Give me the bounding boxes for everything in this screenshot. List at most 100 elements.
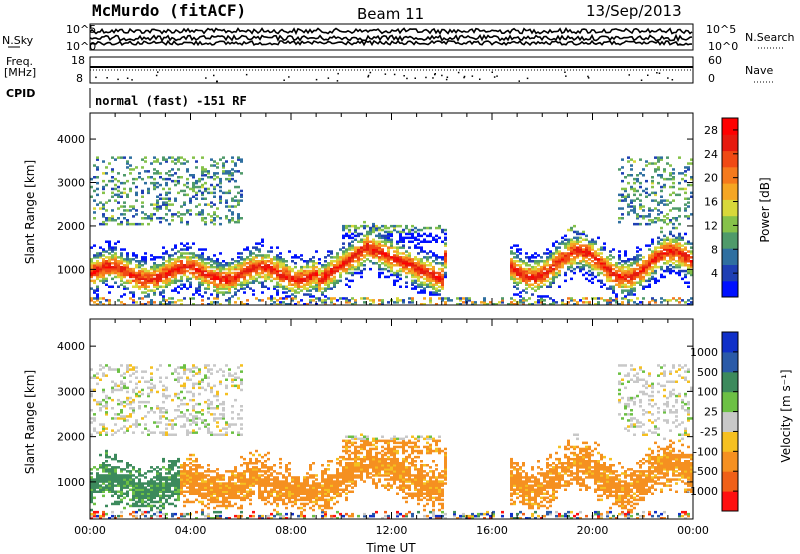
power-cell — [582, 256, 585, 259]
power-cell — [660, 195, 663, 198]
velocity-cell — [213, 482, 216, 485]
power-cell — [150, 273, 153, 277]
power-cell — [363, 220, 366, 224]
velocity-cell — [198, 368, 201, 371]
power-cell — [312, 256, 315, 259]
velocity-cell — [165, 468, 168, 471]
power-cell — [243, 269, 246, 273]
power-cell — [114, 265, 117, 269]
power-cell — [525, 281, 528, 284]
power-cell — [606, 303, 609, 305]
velocity-cell — [108, 455, 111, 459]
power-cell — [168, 170, 171, 173]
velocity-cell — [183, 464, 186, 467]
power-cell — [228, 209, 231, 212]
velocity-cell — [165, 482, 168, 485]
power-cell — [639, 301, 642, 304]
power-cell — [333, 267, 336, 271]
power-cell — [651, 297, 654, 300]
power-cell — [345, 250, 348, 253]
power-cell — [162, 273, 165, 277]
power-cell — [597, 301, 600, 304]
power-cell — [111, 258, 114, 261]
power-cell — [594, 297, 597, 300]
power-cell — [573, 299, 576, 302]
power-cell — [138, 271, 141, 275]
velocity-cell — [111, 478, 114, 481]
power-cell — [660, 301, 663, 304]
velocity-cell — [147, 470, 150, 473]
power-cell — [180, 252, 183, 255]
velocity-cell — [120, 474, 123, 477]
power-cell — [399, 269, 402, 273]
velocity-cell — [144, 492, 147, 495]
velocity-cell — [162, 502, 165, 506]
power-cell — [321, 271, 324, 275]
velocity-cell — [189, 431, 192, 434]
power-cell — [516, 277, 519, 281]
power-cell — [183, 203, 186, 206]
velocity-cell — [162, 392, 165, 396]
power-cell — [369, 267, 372, 271]
power-cell — [186, 211, 189, 214]
power-cell — [369, 232, 372, 236]
power-cell — [417, 260, 420, 263]
power-cell — [621, 289, 624, 292]
power-cell — [174, 273, 177, 277]
velocity-cell — [96, 376, 99, 379]
velocity-cell — [138, 504, 141, 508]
velocity-cell — [162, 490, 165, 493]
power-cell — [687, 258, 690, 261]
power-cell — [282, 287, 285, 290]
power-cell — [171, 168, 174, 171]
power-cell — [543, 260, 546, 263]
freq-dropout-mark — [457, 71, 460, 74]
velocity-cell — [168, 394, 171, 398]
power-cell — [612, 287, 615, 290]
power-cell — [534, 256, 537, 259]
power-cell — [285, 265, 288, 269]
power-cell — [387, 226, 390, 230]
power-cell — [120, 213, 123, 216]
velocity-cell — [93, 482, 96, 485]
velocity-cell — [177, 409, 180, 412]
power-cell — [624, 197, 627, 200]
power-cell — [192, 297, 195, 300]
power-cell — [219, 285, 222, 288]
power-cell — [258, 248, 261, 251]
velocity-cell — [93, 488, 96, 491]
power-cell — [360, 275, 363, 279]
power-cell — [603, 269, 606, 273]
power-cell — [132, 271, 135, 275]
power-cell — [378, 248, 381, 251]
velocity-cell — [216, 504, 219, 508]
velocity-cell — [189, 470, 192, 473]
power-cell — [276, 281, 279, 284]
velocity-cell — [123, 480, 126, 483]
power-cell — [660, 174, 663, 177]
power-cell — [114, 264, 117, 267]
velocity-cell — [207, 398, 210, 402]
power-cell — [354, 299, 357, 302]
power-cell — [414, 258, 417, 261]
power-cell — [225, 283, 228, 286]
power-cell — [231, 271, 234, 275]
power-cell — [219, 265, 222, 269]
velocity-cell — [186, 409, 189, 412]
power-cell — [363, 256, 366, 259]
power-cell — [639, 269, 642, 273]
velocity-cell — [99, 478, 102, 481]
velocity-cell — [144, 496, 147, 500]
velocity-cell — [213, 498, 216, 502]
power-cell — [429, 297, 432, 300]
power-cell — [606, 271, 609, 275]
power-cell — [324, 265, 327, 269]
velocity-cell — [210, 500, 213, 504]
power-cell — [666, 244, 669, 247]
power-cell — [552, 254, 555, 257]
power-cell — [567, 262, 570, 265]
power-cell — [516, 271, 519, 275]
power-cell — [639, 203, 642, 206]
power-cell — [636, 281, 639, 284]
power-cell — [273, 264, 276, 267]
